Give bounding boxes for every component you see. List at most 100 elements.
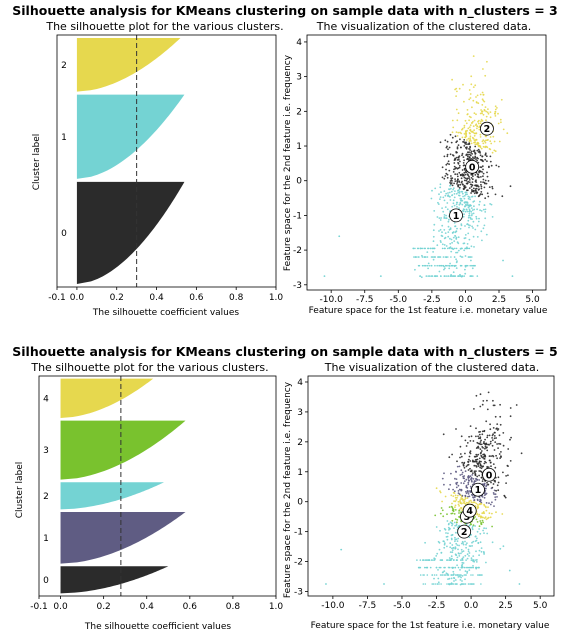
scatter-xlabel-2: Feature space for the 1st feature i.e. m…	[311, 621, 550, 631]
scatter-ytick-fig2: -1	[294, 528, 303, 538]
cluster-center-label-2-fig2: 2	[461, 527, 468, 538]
scatter-xtick-fig1: 2.5	[492, 295, 506, 305]
scatter-points-fig1	[323, 55, 514, 279]
scatter-frame-fig1	[306, 34, 547, 291]
scatter-ytick-fig2: 3	[297, 408, 303, 418]
scatter-frame-fig2	[307, 375, 555, 597]
cluster-center-1-fig1	[449, 208, 463, 223]
scatter-ytick-fig1: 0	[296, 177, 302, 187]
silhouette-cluster-1-fig2	[60, 512, 186, 564]
cluster-label-3-fig2: 3	[43, 446, 49, 456]
scatter-xtick-fig2: -2.5	[428, 601, 446, 611]
cluster-label-0-fig1: 0	[61, 229, 67, 239]
cluster-center-label-0-fig1: 0	[469, 162, 476, 173]
scatter-points-fig2	[325, 391, 523, 586]
cluster-center-2-fig1	[480, 121, 494, 136]
silhouette-plot-2: 0 1 2 3 4 -0.1 0.0 0.2 0.4 0.6 0.8 1.0	[30, 375, 284, 612]
cluster-center-label-0-fig2: 0	[486, 470, 493, 481]
scatter-xtick-fig1: -7.5	[356, 295, 374, 305]
scatter-xtick-fig2: -5.0	[393, 601, 411, 611]
scatter-plot-1: 0 1 2 -10.0 -7.5 -5.0 -2.5 0.0 2.5 5.0 -3 -2 -1 0 1 2 3 4	[293, 34, 547, 305]
cluster-center-4-fig2	[462, 503, 477, 518]
scatter-xtick-fig1: -5.0	[390, 295, 408, 305]
cluster-center-1-fig2	[471, 482, 485, 497]
silhouette-xtick-fig2: 1.0	[269, 602, 284, 612]
cluster-label-2-fig2: 2	[43, 492, 49, 502]
silhouette-cluster-2-fig1	[76, 38, 181, 92]
silhouette-cluster-0-fig1	[76, 181, 185, 284]
suptitle-2: Silhouette analysis for KMeans clusterin…	[12, 344, 557, 360]
silhouette-title-2: The silhouette plot for the various clus…	[30, 361, 268, 374]
scatter-xtick-fig2: 2.5	[498, 601, 512, 611]
silhouette-xtick-fig1: 0.6	[189, 293, 204, 303]
silhouette-frame-fig2	[38, 375, 277, 597]
cluster-center-label-1-fig1: 1	[453, 211, 460, 222]
scatter-ytick-fig1: 4	[296, 38, 302, 48]
scatter-ytick-fig1: -1	[293, 211, 302, 221]
cluster-center-label-2-fig1: 2	[484, 124, 491, 135]
scatter-title-2: The visualization of the clustered data.	[324, 361, 540, 374]
silhouette-title-1: The silhouette plot for the various clus…	[45, 20, 283, 33]
silhouette-ylabel-1: Cluster label	[32, 134, 42, 191]
silhouette-frame-fig1	[56, 34, 277, 288]
cluster-center-0-fig2	[482, 467, 496, 482]
scatter-ytick-fig2: -2	[294, 558, 303, 568]
silhouette-cluster-1-fig1	[76, 94, 185, 179]
silhouette-xtick-fig1: 0.2	[110, 293, 124, 303]
silhouette-plot-1: 0 1 2 -0.1 0.0 0.2 0.4 0.6 0.8 1.0	[48, 34, 284, 303]
scatter-xtick-fig1: -10.0	[320, 295, 344, 305]
silhouette-xtick-fig2: 0.8	[226, 602, 241, 612]
silhouette-xtick-fig2: 0.2	[96, 602, 110, 612]
scatter-xtick-fig2: -7.5	[359, 601, 377, 611]
cluster-label-4-fig2: 4	[43, 394, 49, 404]
silhouette-xtick-fig2: 0.4	[140, 602, 155, 612]
scatter-xlabel-1: Feature space for the 1st feature i.e. m…	[309, 306, 548, 316]
scatter-xtick-fig1: 5.0	[525, 295, 540, 305]
scatter-ytick-fig1: -2	[293, 246, 302, 256]
cluster-center-0-fig1	[465, 159, 480, 174]
silhouette-cluster-2-fig2	[60, 482, 164, 510]
cluster-label-1-fig1: 1	[61, 133, 67, 143]
scatter-xtick-fig2: 0.0	[464, 601, 479, 611]
scatter-ytick-fig1: 1	[296, 142, 302, 152]
cluster-center-label-3-fig2: 3	[464, 512, 471, 523]
scatter-ytick-fig1: 3	[296, 73, 302, 83]
silhouette-xtick-fig1: 1.0	[269, 293, 284, 303]
cluster-center-label-4-fig2: 4	[466, 506, 473, 517]
scatter-ylabel-2: Feature space for the 2nd feature i.e. f…	[283, 381, 293, 598]
scatter-xtick-fig1: 0.0	[458, 295, 473, 305]
suptitle-1: Silhouette analysis for KMeans clusterin…	[12, 3, 557, 19]
silhouette-xtick-fig2: -0.1	[30, 602, 48, 612]
cluster-center-2-fig2	[457, 524, 472, 539]
cluster-label-1-fig2: 1	[43, 534, 49, 544]
silhouette-cluster-0-fig2	[60, 566, 169, 594]
scatter-ylabel-1: Feature space for the 2nd feature i.e. f…	[283, 54, 293, 271]
silhouette-cluster-4-fig2	[60, 378, 154, 418]
silhouette-xtick-fig1: 0.4	[149, 293, 164, 303]
cluster-label-2-fig1: 2	[61, 61, 67, 71]
scatter-ytick-fig2: 0	[297, 498, 303, 508]
scatter-ytick-fig2: 2	[297, 438, 303, 448]
silhouette-xtick-fig1: 0.8	[229, 293, 244, 303]
scatter-ytick-fig1: -3	[293, 281, 302, 291]
scatter-ytick-fig2: 4	[297, 378, 303, 388]
scatter-xtick-fig2: 5.0	[533, 601, 548, 611]
scatter-ytick-fig1: 2	[296, 107, 302, 117]
scatter-xtick-fig1: -2.5	[423, 295, 441, 305]
silhouette-xtick-fig2: 0.0	[53, 602, 68, 612]
silhouette-xtick-fig2: 0.6	[183, 602, 198, 612]
silhouette-ylabel-2: Cluster label	[15, 462, 25, 519]
silhouette-xlabel-1: The silhouette coefficient values	[92, 308, 240, 318]
scatter-xtick-fig2: -10.0	[321, 601, 345, 611]
silhouette-xtick-fig1: -0.1	[48, 293, 66, 303]
silhouette-xtick-fig1: 0.0	[70, 293, 85, 303]
scatter-ytick-fig2: -3	[294, 588, 303, 598]
cluster-center-label-1-fig2: 1	[475, 485, 482, 496]
silhouette-xlabel-2: The silhouette coefficient values	[84, 622, 232, 632]
scatter-title-1: The visualization of the clustered data.	[316, 20, 532, 33]
scatter-ytick-fig2: 1	[297, 468, 303, 478]
silhouette-cluster-3-fig2	[60, 420, 186, 480]
cluster-label-0-fig2: 0	[43, 576, 49, 586]
